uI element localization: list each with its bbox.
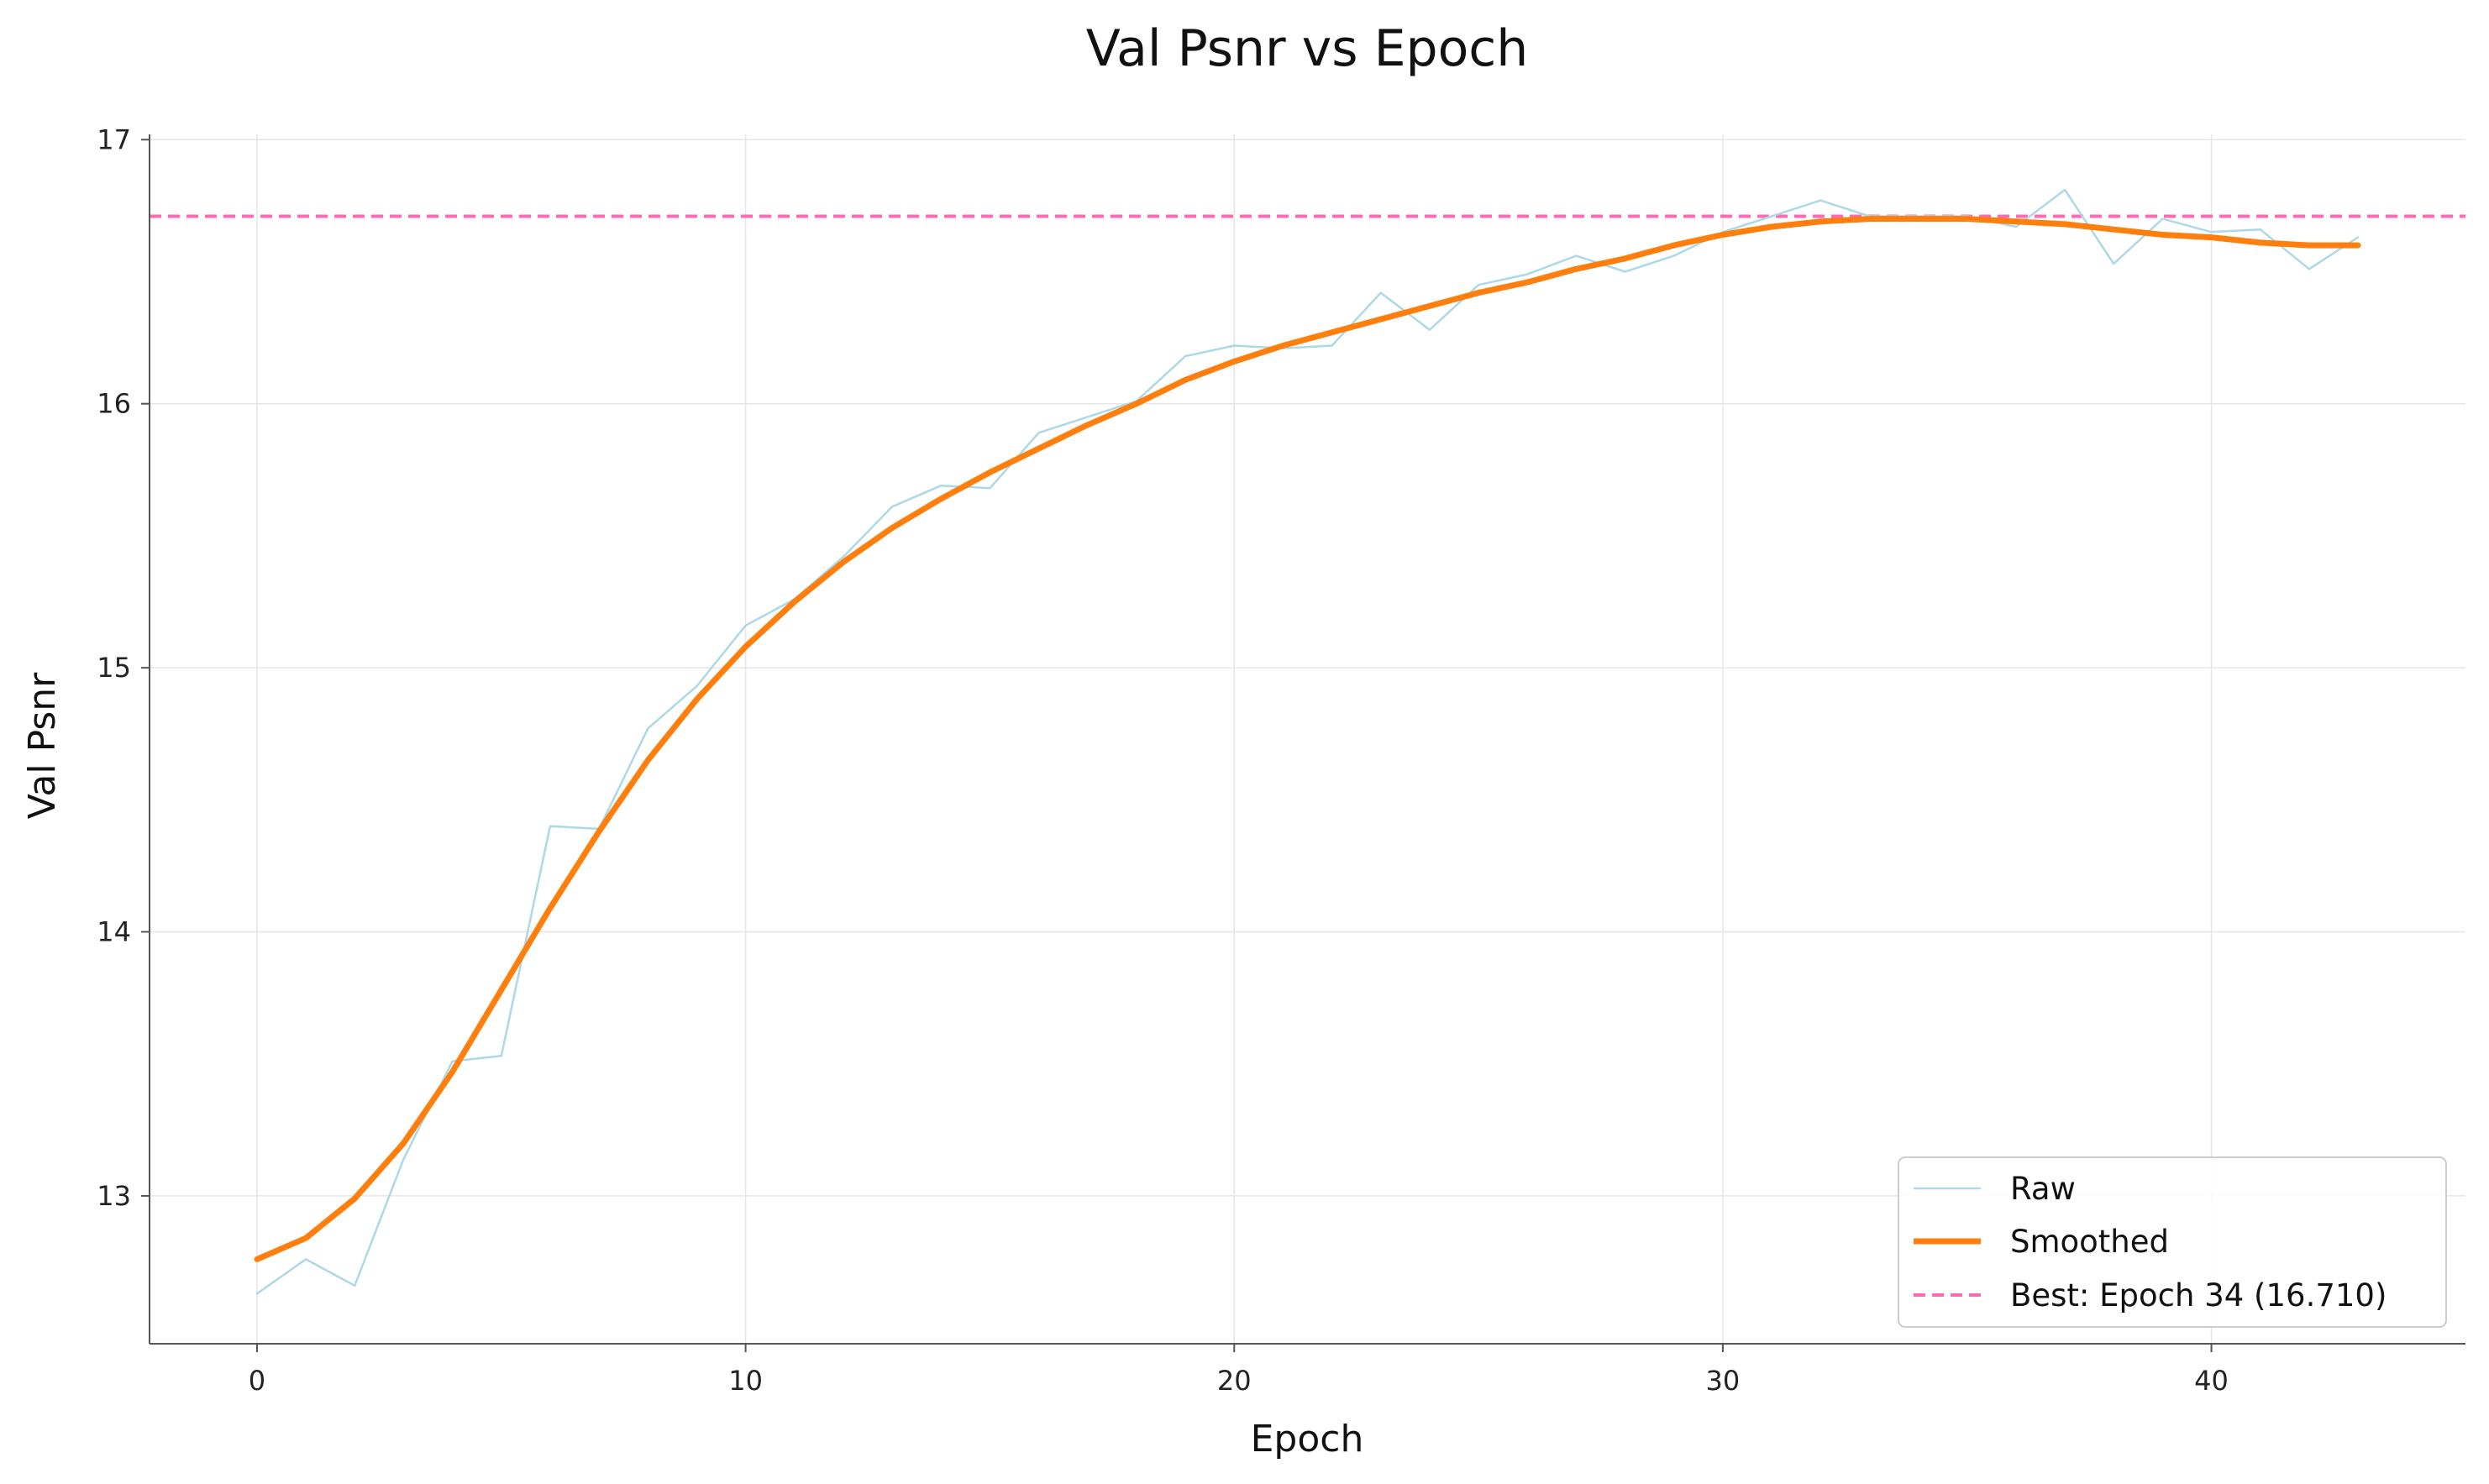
y-tick-label: 14 [97, 916, 131, 948]
chart-title: Val Psnr vs Epoch [1086, 19, 1529, 78]
x-axis-label: Epoch [1251, 1418, 1364, 1460]
axes-layer: 0 10 20 30 40 13 14 15 16 17 [97, 123, 2465, 1397]
x-tick-label: 0 [249, 1365, 265, 1397]
legend-label-raw: Raw [2010, 1171, 2076, 1207]
legend-label-best: Best: Epoch 34 (16.710) [2010, 1277, 2387, 1314]
y-tick-label: 16 [97, 388, 131, 420]
y-tick-label: 13 [97, 1180, 131, 1212]
series-line-smoothed [254, 216, 2361, 1262]
y-tick-label: 17 [97, 123, 131, 155]
legend: Raw Smoothed Best: Epoch 34 (16.710) [1898, 1156, 2447, 1328]
series-line-raw [255, 188, 2360, 1295]
series-layer [254, 188, 2361, 1295]
legend-box [1898, 1156, 2447, 1328]
x-tick-label: 10 [728, 1365, 763, 1397]
x-tick-label: 40 [2194, 1365, 2229, 1397]
grid-layer [150, 134, 2465, 1344]
y-tick-label: 15 [97, 652, 131, 684]
y-axis-label: Val Psnr [21, 672, 64, 819]
legend-label-smoothed: Smoothed [2010, 1224, 2169, 1260]
x-tick-label: 30 [1706, 1365, 1741, 1397]
x-tick-label: 20 [1217, 1365, 1252, 1397]
